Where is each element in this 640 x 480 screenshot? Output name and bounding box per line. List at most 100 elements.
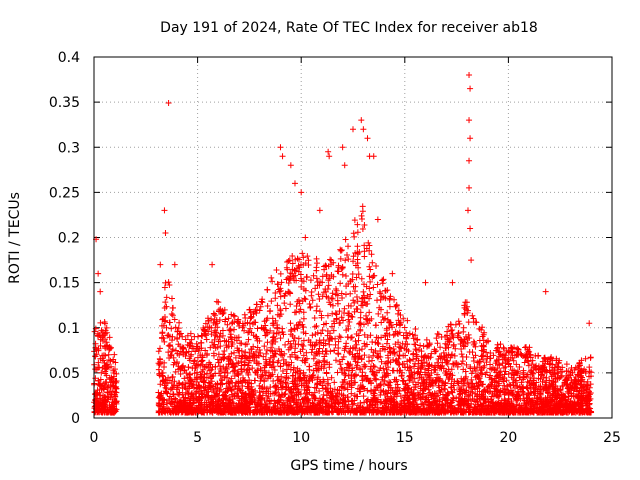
data-point <box>303 349 310 356</box>
data-point <box>228 375 235 382</box>
data-point <box>272 289 279 296</box>
data-point <box>261 343 268 350</box>
data-point <box>333 397 340 404</box>
data-point <box>455 394 462 401</box>
data-point <box>168 325 175 332</box>
data-point <box>361 352 368 359</box>
data-point <box>357 309 364 316</box>
data-point <box>188 336 195 343</box>
data-point <box>263 350 270 357</box>
data-point <box>162 299 169 306</box>
data-point <box>424 343 431 350</box>
data-point <box>309 400 316 407</box>
data-point <box>211 329 218 336</box>
data-point <box>316 296 323 303</box>
data-point <box>311 323 318 330</box>
data-point <box>417 342 424 349</box>
data-point <box>316 308 323 315</box>
data-point <box>300 337 307 344</box>
data-point <box>348 313 355 320</box>
data-point <box>174 335 181 342</box>
data-point <box>294 354 301 361</box>
data-point <box>456 385 463 392</box>
data-point <box>216 370 223 377</box>
data-point <box>97 319 104 326</box>
data-point <box>214 381 221 388</box>
data-point <box>163 294 170 301</box>
data-point <box>375 341 382 347</box>
data-point <box>442 340 449 347</box>
data-point <box>483 339 490 346</box>
data-point <box>480 356 487 363</box>
data-point <box>563 361 570 368</box>
data-point <box>404 317 411 324</box>
data-point <box>113 398 120 405</box>
data-point <box>168 385 175 392</box>
data-point <box>375 310 382 317</box>
data-point <box>498 397 505 404</box>
data-point <box>321 266 328 273</box>
data-point <box>345 367 352 374</box>
data-point <box>270 378 277 385</box>
data-point <box>342 257 349 264</box>
data-point <box>475 374 482 381</box>
data-point <box>354 298 361 305</box>
data-point <box>505 396 512 403</box>
data-point <box>222 316 229 323</box>
data-point <box>418 348 425 355</box>
data-point <box>303 379 310 386</box>
data-point <box>176 331 183 338</box>
data-point <box>322 384 329 391</box>
data-point <box>333 315 340 322</box>
data-point <box>189 381 196 388</box>
data-point <box>382 360 389 367</box>
data-point <box>285 338 292 345</box>
data-point <box>364 396 371 403</box>
data-point <box>364 300 371 307</box>
data-point <box>407 365 414 372</box>
data-point <box>264 346 271 353</box>
data-point <box>248 329 255 336</box>
data-point <box>289 260 296 267</box>
data-point <box>337 247 344 254</box>
data-point <box>231 349 238 356</box>
data-point <box>347 334 354 341</box>
data-point <box>245 336 252 343</box>
data-point <box>355 271 362 278</box>
data-point <box>208 366 215 373</box>
data-point <box>501 365 508 372</box>
data-point <box>477 378 484 385</box>
data-point <box>280 368 287 375</box>
data-point <box>414 370 421 377</box>
data-point <box>221 306 228 313</box>
data-point <box>207 401 214 408</box>
data-point <box>105 383 112 390</box>
data-point <box>534 394 541 401</box>
data-point <box>274 281 281 288</box>
data-point <box>351 217 358 224</box>
data-point <box>446 375 453 382</box>
data-point <box>181 375 188 382</box>
data-point <box>198 358 205 365</box>
data-point <box>208 315 215 322</box>
data-point <box>283 264 290 271</box>
data-point <box>350 253 357 260</box>
data-point <box>343 340 350 347</box>
data-point <box>380 276 387 283</box>
data-point <box>168 310 175 317</box>
data-point <box>209 339 216 346</box>
data-point <box>259 299 266 306</box>
data-point <box>212 321 219 328</box>
data-point <box>256 382 263 389</box>
data-point <box>352 338 359 345</box>
data-point <box>581 378 588 385</box>
data-point <box>515 346 522 353</box>
data-point <box>513 361 520 368</box>
data-point <box>339 295 346 302</box>
data-point <box>110 356 117 363</box>
data-point <box>401 324 408 331</box>
data-point <box>264 286 271 293</box>
data-point <box>369 357 376 364</box>
data-point <box>314 260 321 267</box>
data-point <box>308 374 315 381</box>
